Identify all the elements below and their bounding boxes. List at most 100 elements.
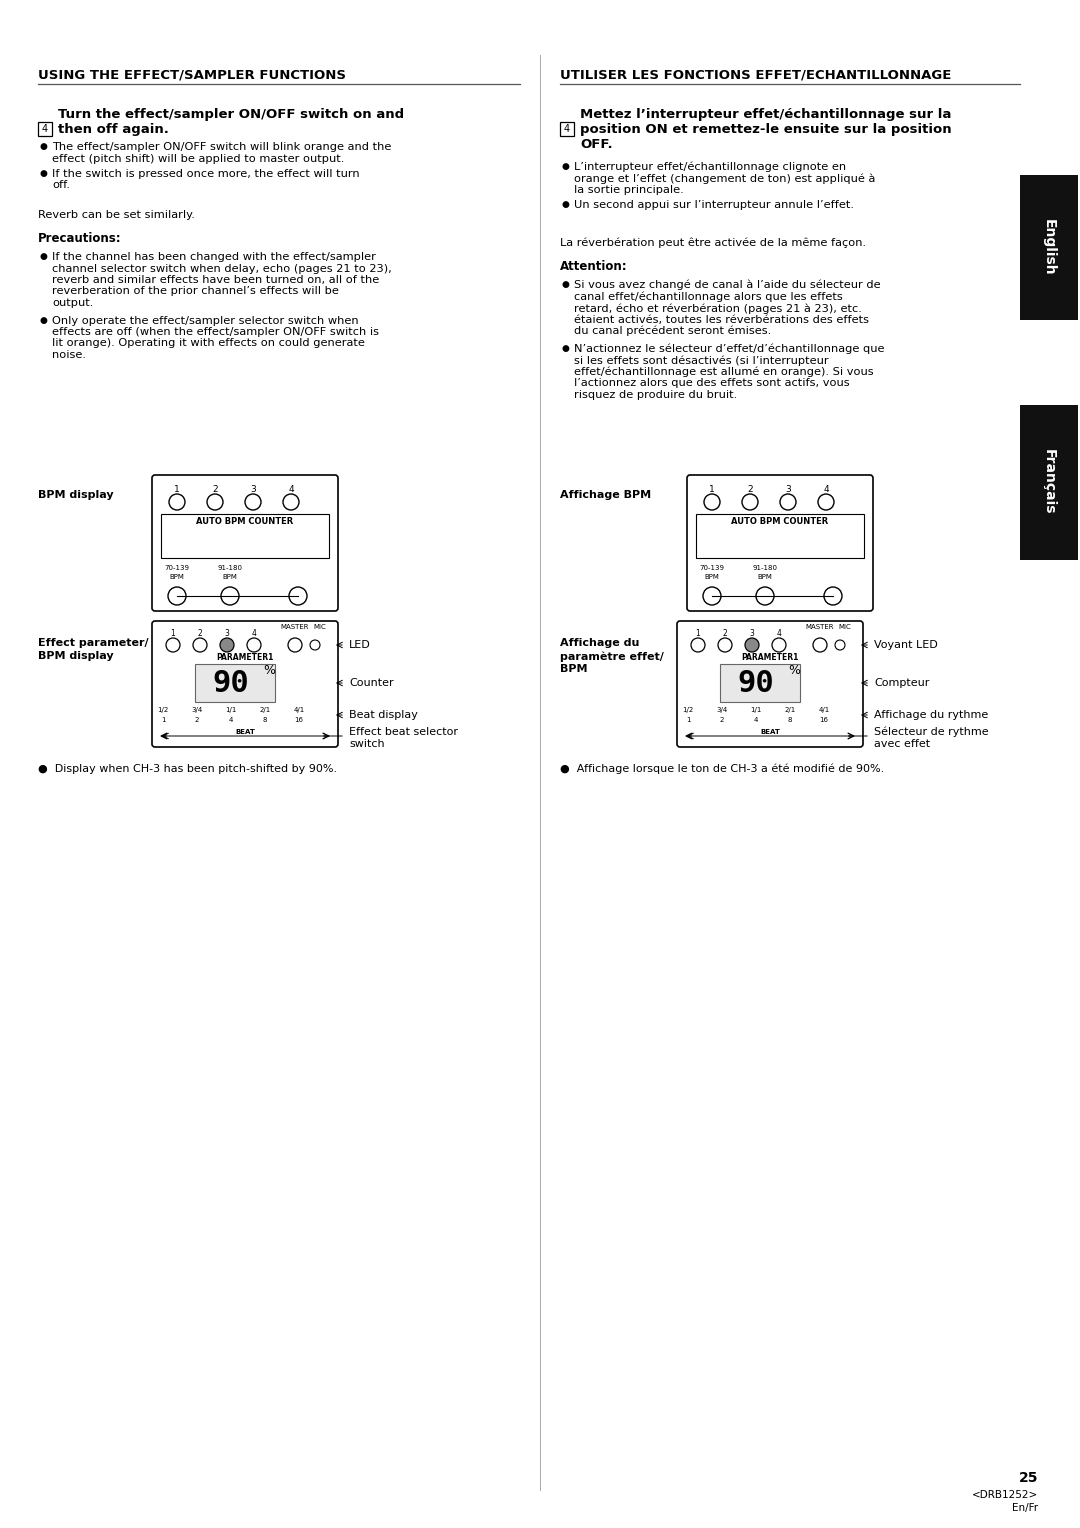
Circle shape (772, 639, 786, 652)
Text: 4: 4 (42, 124, 49, 134)
Text: 8: 8 (787, 717, 793, 723)
Text: noise.: noise. (52, 350, 86, 361)
Circle shape (168, 587, 186, 605)
Circle shape (247, 639, 261, 652)
Text: la sortie principale.: la sortie principale. (573, 185, 684, 196)
Text: 2: 2 (198, 630, 202, 639)
Text: PARAMETER1: PARAMETER1 (216, 652, 273, 662)
Text: 4: 4 (288, 486, 294, 495)
Circle shape (207, 494, 222, 510)
Text: BPM display: BPM display (38, 651, 113, 662)
Text: Affichage du: Affichage du (561, 639, 639, 648)
Text: La réverbération peut être activée de la même façon.: La réverbération peut être activée de la… (561, 238, 866, 249)
Text: MIC: MIC (838, 623, 851, 630)
Text: Precautions:: Precautions: (38, 232, 122, 244)
FancyBboxPatch shape (561, 122, 573, 136)
Text: 3/4: 3/4 (716, 707, 728, 714)
Circle shape (718, 639, 732, 652)
Circle shape (220, 639, 234, 652)
Text: canal effet/échantillonnage alors que les effets: canal effet/échantillonnage alors que le… (573, 292, 842, 303)
Text: AUTO BPM COUNTER: AUTO BPM COUNTER (197, 518, 294, 527)
Text: 3: 3 (750, 630, 755, 639)
Text: ●: ● (40, 142, 48, 151)
Text: 1: 1 (174, 486, 180, 495)
Text: ●  Display when CH-3 has been pitch-shifted by 90%.: ● Display when CH-3 has been pitch-shift… (38, 764, 337, 775)
Text: ●: ● (562, 280, 570, 289)
Text: Effect beat selector: Effect beat selector (349, 727, 458, 736)
Text: 16: 16 (295, 717, 303, 723)
Text: If the switch is pressed once more, the effect will turn: If the switch is pressed once more, the … (52, 170, 360, 179)
Text: 90: 90 (738, 669, 774, 697)
Circle shape (288, 639, 302, 652)
Circle shape (818, 494, 834, 510)
Text: UTILISER LES FONCTIONS EFFET/ECHANTILLONNAGE: UTILISER LES FONCTIONS EFFET/ECHANTILLON… (561, 69, 951, 81)
Text: 1: 1 (686, 717, 690, 723)
Text: OFF.: OFF. (580, 138, 612, 151)
Text: 4/1: 4/1 (819, 707, 829, 714)
Circle shape (824, 587, 842, 605)
Text: 4/1: 4/1 (294, 707, 305, 714)
Text: 3/4: 3/4 (191, 707, 203, 714)
Circle shape (756, 587, 774, 605)
Circle shape (168, 494, 185, 510)
Text: BPM: BPM (757, 575, 772, 581)
FancyBboxPatch shape (161, 513, 329, 558)
Text: Affichage BPM: Affichage BPM (561, 490, 651, 500)
Text: 3: 3 (785, 486, 791, 495)
Text: Compteur: Compteur (874, 678, 930, 688)
Circle shape (289, 587, 307, 605)
Text: Attention:: Attention: (561, 260, 627, 274)
Text: risquez de produire du bruit.: risquez de produire du bruit. (573, 390, 738, 399)
Text: reverb and similar effects have been turned on, all of the: reverb and similar effects have been tur… (52, 275, 379, 286)
Text: BPM display: BPM display (38, 490, 113, 500)
Text: 3: 3 (225, 630, 229, 639)
Circle shape (283, 494, 299, 510)
Text: 4: 4 (754, 717, 758, 723)
Text: Counter: Counter (349, 678, 393, 688)
Text: ●: ● (40, 252, 48, 261)
Text: orange et l’effet (changement de ton) est appliqué à: orange et l’effet (changement de ton) es… (573, 174, 876, 183)
Text: lit orange). Operating it with effects on could generate: lit orange). Operating it with effects o… (52, 339, 365, 348)
Text: MIC: MIC (313, 623, 326, 630)
Text: Beat display: Beat display (349, 711, 418, 720)
Text: 1/2: 1/2 (158, 707, 168, 714)
Text: LED: LED (349, 640, 370, 649)
FancyBboxPatch shape (696, 513, 864, 558)
Text: 1: 1 (161, 717, 165, 723)
Text: ●: ● (562, 344, 570, 353)
Text: PARAMETER1: PARAMETER1 (741, 652, 799, 662)
Text: retard, écho et réverbération (pages 21 à 23), etc.: retard, écho et réverbération (pages 21 … (573, 303, 862, 313)
Text: 1: 1 (696, 630, 700, 639)
Text: 2: 2 (194, 717, 199, 723)
Circle shape (745, 639, 759, 652)
Text: ●: ● (562, 162, 570, 171)
Text: Français: Français (1042, 449, 1056, 515)
Text: ●: ● (40, 315, 48, 324)
Text: du canal précédent seront émises.: du canal précédent seront émises. (573, 325, 771, 336)
Circle shape (780, 494, 796, 510)
FancyBboxPatch shape (152, 620, 338, 747)
Text: 1/2: 1/2 (683, 707, 693, 714)
Text: Voyant LED: Voyant LED (874, 640, 937, 649)
Text: 2/1: 2/1 (784, 707, 796, 714)
Text: 4: 4 (564, 124, 570, 134)
Text: 2: 2 (747, 486, 753, 495)
Text: 2: 2 (212, 486, 218, 495)
Text: avec effet: avec effet (874, 740, 930, 749)
Circle shape (221, 587, 239, 605)
Text: channel selector switch when delay, echo (pages 21 to 23),: channel selector switch when delay, echo… (52, 263, 392, 274)
FancyBboxPatch shape (677, 620, 863, 747)
Text: étaient activés, toutes les réverbérations des effets: étaient activés, toutes les réverbératio… (573, 315, 869, 324)
Text: En/Fr: En/Fr (1012, 1504, 1038, 1513)
Circle shape (310, 640, 320, 649)
Text: output.: output. (52, 298, 93, 309)
Text: <DRB1252>: <DRB1252> (972, 1490, 1038, 1500)
Text: %: % (264, 663, 275, 677)
Circle shape (813, 639, 827, 652)
Text: BEAT: BEAT (760, 729, 780, 735)
Text: 1/1: 1/1 (751, 707, 761, 714)
Text: English: English (1042, 219, 1056, 275)
Text: off.: off. (52, 180, 70, 191)
Circle shape (835, 640, 845, 649)
Text: effet/échantillonnage est allumé en orange). Si vous: effet/échantillonnage est allumé en oran… (573, 367, 874, 377)
